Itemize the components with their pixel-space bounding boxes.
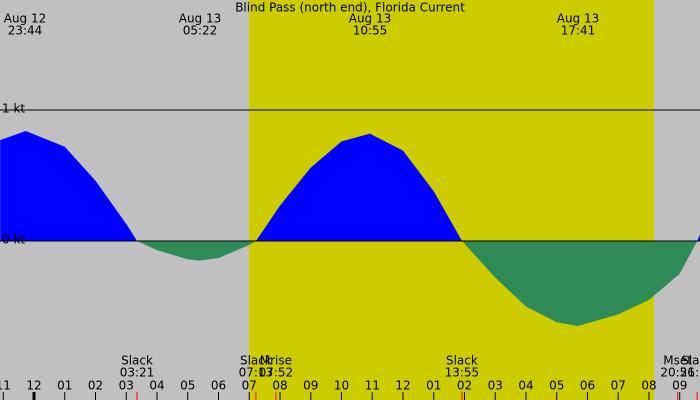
event-label: Slack [121,354,153,368]
event-label: Mrise [260,354,292,368]
extreme-date: Aug 13 [557,12,600,26]
flood-area [0,130,700,241]
x-tick-label: 10 [334,379,349,393]
event-time: 21:34 [680,366,700,380]
event-time: 03:21 [120,366,155,380]
x-tick-label: 12 [395,379,410,393]
y-tick-label: 1 kt [2,102,25,116]
x-tick-label: 05 [180,379,195,393]
x-tick-label: 01 [426,379,441,393]
ebb-area [137,240,698,327]
x-tick-label: 05 [549,379,564,393]
x-tick-label: 11 [0,379,11,393]
extreme-date: Aug 13 [179,12,222,26]
event-time: 07:13 [239,366,274,380]
x-tick-label: 03 [488,379,503,393]
event-label: Mset [663,354,692,368]
extreme-time: 17:41 [561,24,596,38]
x-tick-label: 02 [88,379,103,393]
x-tick-label: 08 [641,379,656,393]
event-label: Slack [240,354,272,368]
x-tick-label: 04 [149,379,164,393]
chart-title: Blind Pass (north end), Florida Current [235,1,465,15]
x-tick-label: 09 [672,379,687,393]
x-tick-label: 06 [211,379,226,393]
x-tick-label: 12 [26,379,41,393]
x-tick-label: 04 [518,379,533,393]
extreme-date: Aug 12 [4,12,47,26]
x-tick-label: 01 [57,379,72,393]
event-time: 07:52 [259,366,294,380]
x-tick-label: 03 [119,379,134,393]
x-tick-label: 08 [272,379,287,393]
x-tick-label: 11 [365,379,380,393]
event-time: 13:55 [445,366,480,380]
extreme-time: 10:55 [353,24,388,38]
x-tick-label: 09 [303,379,318,393]
extreme-date: Aug 13 [349,12,392,26]
event-label: Slack [681,354,700,368]
event-time: 20:56 [660,366,695,380]
x-tick-label: 02 [457,379,472,393]
x-tick-label: 07 [242,379,257,393]
event-label: Slack [446,354,478,368]
x-tick-label: 06 [580,379,595,393]
extreme-time: 05:22 [183,24,218,38]
y-tick-label: 0 kt [2,232,25,246]
x-tick-label: 07 [611,379,626,393]
extreme-time: 23:44 [8,24,43,38]
